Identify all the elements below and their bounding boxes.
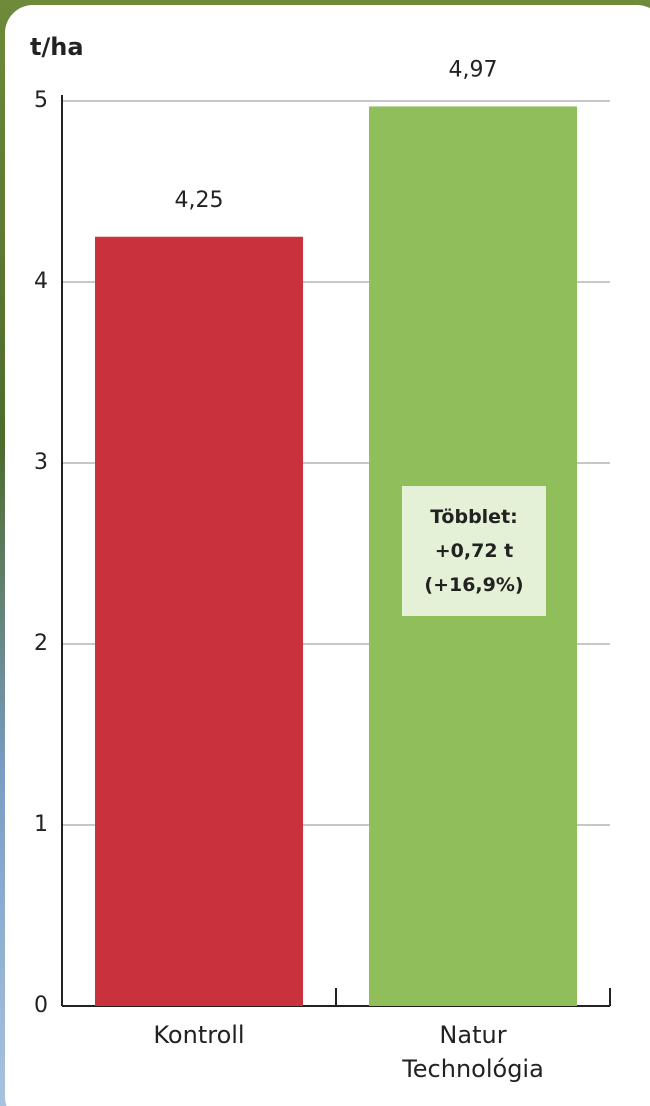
value-label: 4,97	[449, 57, 498, 82]
y-tick-label: 1	[34, 812, 48, 837]
x-tick-label: Kontroll	[153, 1021, 245, 1049]
annotation-line: Többlet:	[430, 506, 518, 528]
y-tick-label: 5	[34, 88, 48, 113]
annotation-line: +0,72 t	[434, 540, 514, 562]
y-tick-label: 0	[34, 993, 48, 1018]
annotation: Többlet: +0,72 t (+16,9%)	[402, 486, 546, 616]
x-tick-label: Natur Technológia	[402, 1021, 544, 1083]
y-tick-label: 2	[34, 631, 48, 656]
y-tick-label: 3	[34, 450, 48, 475]
annotation-line: (+16,9%)	[424, 574, 524, 596]
y-axis-label: t/ha	[30, 33, 84, 61]
value-label: 4,25	[175, 188, 224, 213]
bar	[95, 236, 303, 1006]
y-tick-label: 4	[34, 269, 48, 294]
